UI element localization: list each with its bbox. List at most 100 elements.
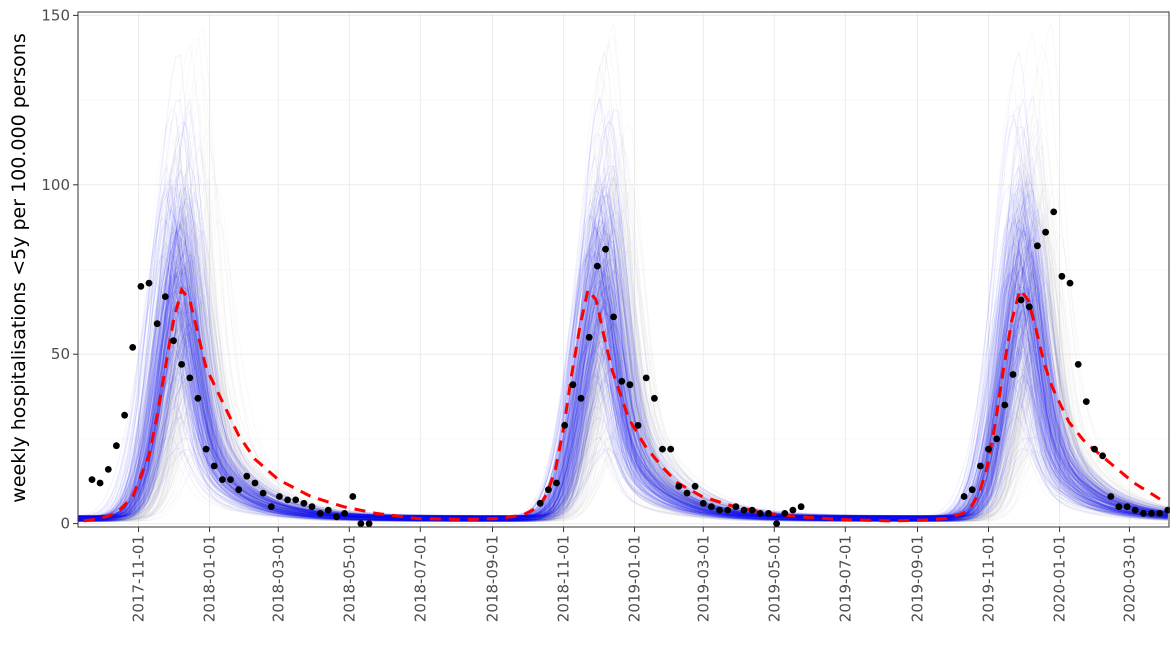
blue-trajectory: [78, 216, 1168, 520]
blue-trajectory: [77, 177, 1168, 522]
blue-trajectory: [77, 279, 1168, 519]
grey-trajectory: [78, 268, 1168, 521]
observed-point: [1025, 303, 1033, 311]
blue-trajectory: [77, 191, 1168, 519]
y-tick-label: 0: [60, 515, 70, 533]
blue-trajectory: [78, 258, 1168, 518]
observed-point: [577, 394, 585, 402]
grey-trajectory: [78, 149, 1168, 521]
blue-trajectory: [78, 239, 1168, 521]
x-tick-label: 2018-07-01: [411, 535, 429, 622]
blue-trajectory: [78, 405, 1168, 521]
blue-trajectory: [78, 175, 1168, 521]
blue-trajectory: [78, 372, 1168, 518]
observed-point: [259, 489, 267, 497]
grey-trajectory: [78, 372, 1168, 521]
blue-trajectory: [78, 218, 1168, 521]
blue-trajectory: [77, 205, 1168, 519]
grey-trajectory: [78, 230, 1168, 517]
blue-trajectory: [78, 234, 1168, 517]
grey-trajectory: [78, 190, 1168, 520]
grey-trajectory: [78, 287, 1168, 519]
observed-point: [748, 506, 756, 514]
blue-trajectory: [78, 321, 1168, 517]
grey-trajectory: [78, 277, 1168, 522]
blue-trajectory: [77, 254, 1168, 517]
blue-trajectory: [78, 288, 1168, 521]
observed-point: [104, 466, 112, 473]
blue-trajectory: [78, 296, 1168, 522]
grey-trajectory: [78, 286, 1168, 519]
blue-trajectory: [78, 200, 1168, 520]
blue-trajectory: [78, 228, 1168, 522]
observed-point: [634, 422, 642, 429]
blue-trajectory: [78, 249, 1168, 519]
grey-trajectory: [78, 386, 1168, 517]
observed-point: [1017, 296, 1025, 304]
grey-trajectory: [78, 295, 1168, 517]
grey-trajectory: [78, 183, 1168, 517]
observed-point: [699, 499, 707, 507]
grey-trajectory: [78, 245, 1168, 521]
grey-trajectory: [78, 351, 1168, 521]
blue-trajectory: [78, 282, 1168, 522]
grey-trajectory: [78, 274, 1168, 520]
blue-trajectory: [78, 234, 1168, 522]
blue-trajectory: [78, 309, 1168, 517]
observed-point: [145, 279, 153, 287]
grey-trajectory: [78, 221, 1168, 520]
x-tick-label: 2018-01-01: [201, 535, 219, 622]
grey-trajectory: [78, 217, 1168, 521]
grey-trajectory: [78, 299, 1168, 520]
observed-point: [1156, 510, 1164, 517]
blue-trajectory: [77, 220, 1168, 521]
observed-point: [1091, 445, 1098, 453]
observed-point: [642, 374, 650, 382]
blue-trajectory: [78, 173, 1168, 521]
blue-trajectory: [78, 208, 1168, 520]
blue-trajectory: [78, 304, 1168, 518]
grey-trajectory: [78, 174, 1168, 521]
blue-trajectory: [78, 280, 1168, 522]
grey-trajectory: [78, 255, 1168, 519]
blue-trajectory: [78, 237, 1168, 521]
grey-trajectory: [78, 276, 1168, 519]
blue-trajectory: [78, 330, 1168, 519]
blue-trajectory: [78, 252, 1168, 517]
y-tick-label: 150: [41, 6, 70, 24]
grey-trajectory: [78, 245, 1168, 519]
grey-trajectory: [78, 239, 1168, 521]
x-tick-label: 2018-05-01: [340, 535, 358, 622]
grey-trajectory: [78, 298, 1168, 517]
observed-point: [659, 445, 666, 453]
observed-point: [993, 435, 1001, 443]
blue-trajectory: [78, 374, 1168, 519]
grey-trajectory: [78, 270, 1168, 521]
blue-trajectory: [78, 353, 1168, 521]
blue-trajectory: [78, 416, 1168, 517]
blue-trajectory: [78, 262, 1168, 522]
grey-trajectory: [78, 340, 1168, 522]
observed-point: [170, 337, 177, 345]
blue-trajectory: [78, 250, 1168, 521]
grey-trajectory: [78, 452, 1168, 522]
grey-trajectory: [78, 227, 1168, 520]
observed-point: [1058, 272, 1066, 280]
grey-trajectory: [78, 370, 1168, 519]
blue-trajectory: [78, 376, 1168, 517]
grey-trajectory: [78, 218, 1168, 522]
grey-trajectory: [78, 223, 1168, 522]
observed-point: [585, 333, 593, 341]
grey-trajectory: [78, 308, 1168, 520]
observed-point: [137, 283, 145, 290]
observed-point: [1148, 510, 1155, 517]
grey-trajectory: [78, 143, 1168, 519]
grey-trajectory: [78, 205, 1168, 521]
blue-trajectory: [77, 228, 1168, 520]
blue-trajectory: [78, 266, 1168, 518]
grey-trajectory: [78, 225, 1168, 518]
grey-trajectory: [78, 306, 1168, 517]
blue-trajectory: [78, 294, 1168, 517]
blue-trajectory: [78, 282, 1168, 518]
grey-trajectory: [78, 201, 1168, 519]
